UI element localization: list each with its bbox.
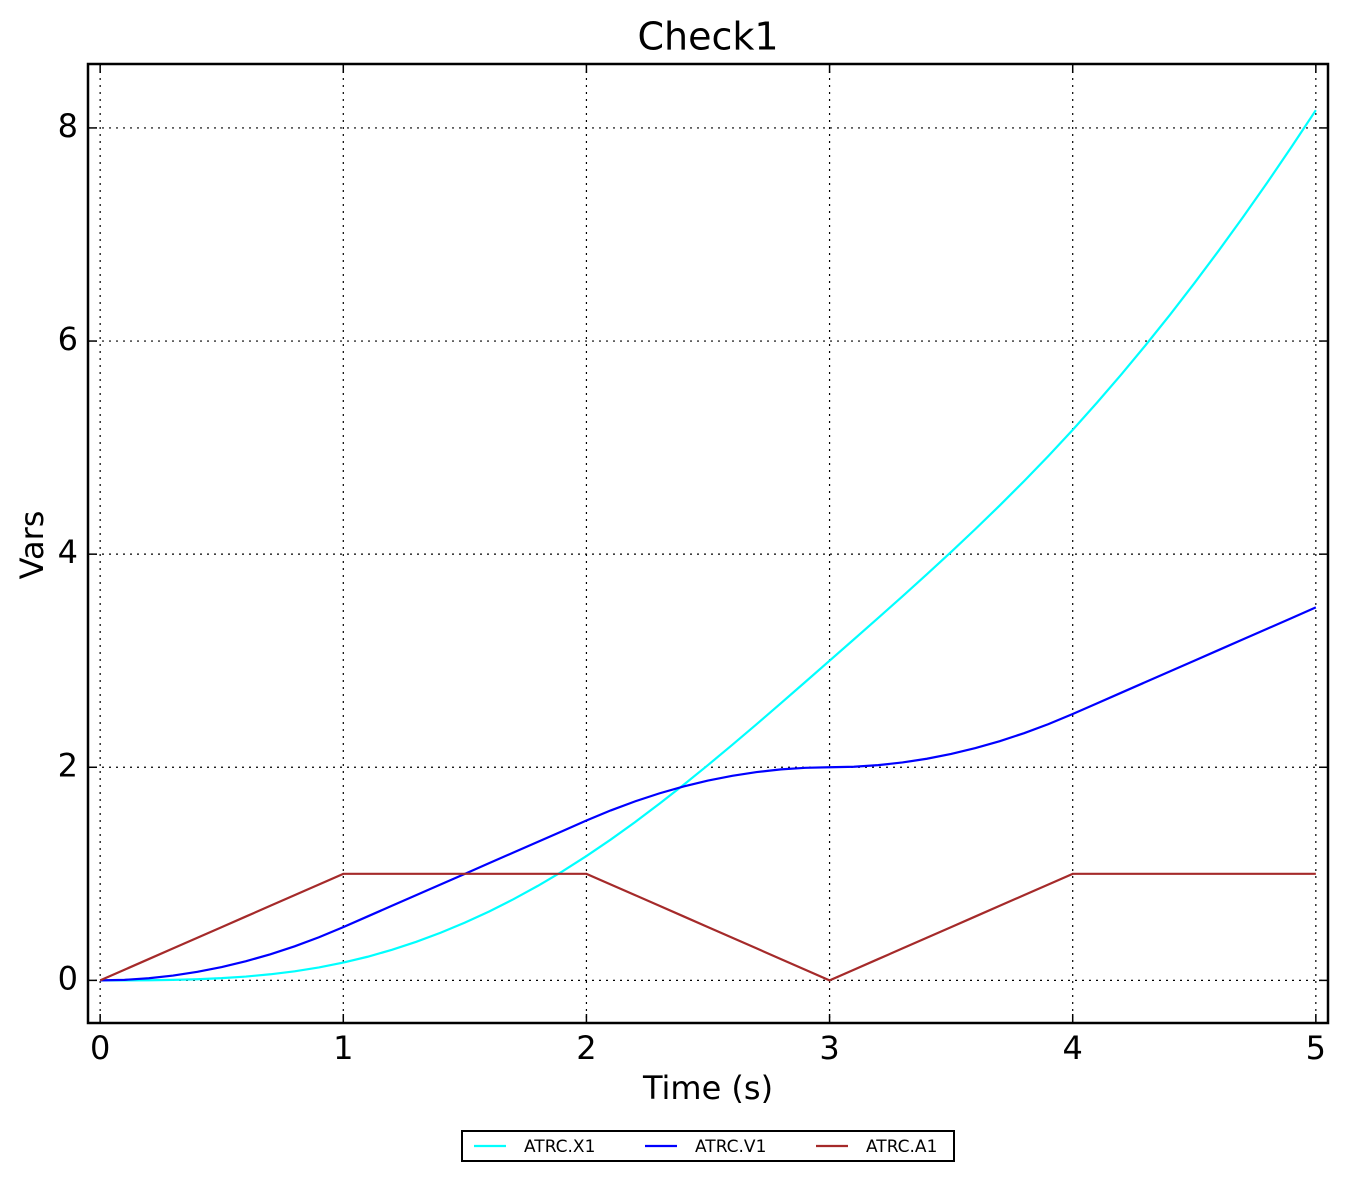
- legend-label: ATRC.A1: [866, 1137, 937, 1157]
- plot-frame: [86, 62, 1330, 1025]
- legend-box: [461, 1130, 955, 1162]
- legend-label: ATRC.V1: [695, 1137, 766, 1157]
- data-line: [99, 872, 1316, 982]
- x-axis-label: Time (s): [642, 1069, 773, 1107]
- x-tick-label: 0: [90, 1029, 110, 1067]
- legend-label: ATRC.X1: [524, 1137, 595, 1157]
- data-line: [100, 109, 1317, 982]
- x-tick-label: 4: [1063, 1029, 1083, 1067]
- y-axis-label: Vars: [13, 511, 51, 580]
- x-tick-label: 2: [576, 1029, 596, 1067]
- y-tick-label: 0: [58, 959, 78, 997]
- y-tick-label: 8: [58, 107, 78, 145]
- x-tick-label: 1: [333, 1029, 353, 1067]
- x-tick-label: 5: [1306, 1029, 1326, 1067]
- data-line: [100, 606, 1317, 982]
- y-tick-label: 6: [58, 320, 78, 358]
- y-tick-label: 4: [58, 533, 78, 571]
- chart-title: Check1: [637, 15, 778, 59]
- y-tick-label: 2: [58, 746, 78, 784]
- x-tick-label: 3: [819, 1029, 839, 1067]
